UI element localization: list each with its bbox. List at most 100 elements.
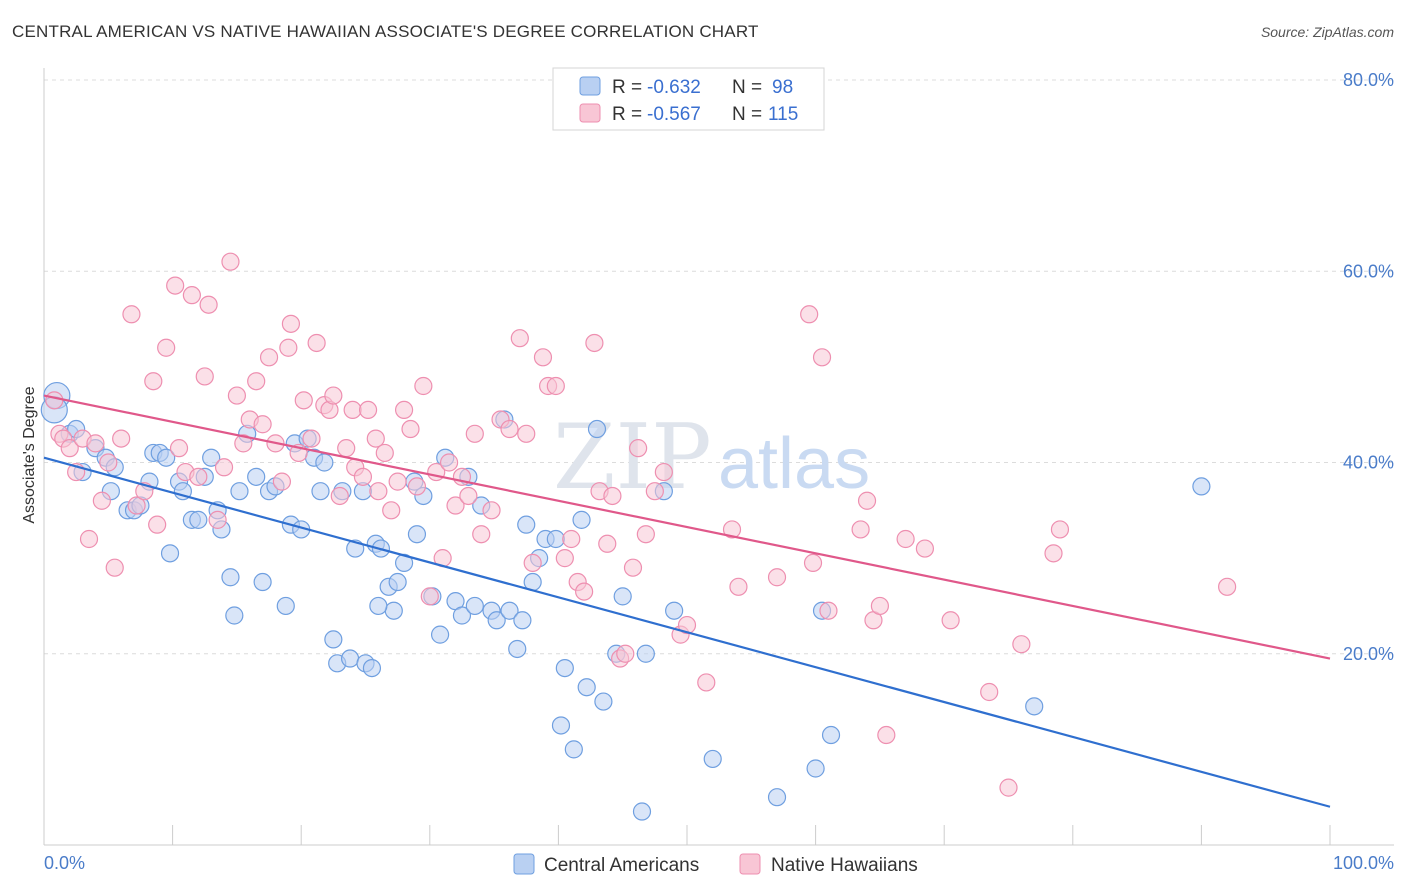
data-point	[315, 453, 334, 472]
points-layer	[40, 252, 1237, 821]
legend-n-label: N =	[732, 104, 762, 125]
data-point	[407, 477, 427, 496]
data-point	[598, 534, 617, 553]
data-point	[1218, 577, 1237, 596]
data-point	[388, 572, 407, 592]
data-point	[166, 276, 185, 295]
data-point	[230, 482, 249, 501]
data-point	[616, 644, 635, 663]
data-point	[366, 429, 385, 448]
data-point	[572, 510, 591, 529]
data-point	[465, 424, 484, 443]
series-native-hawaiians	[45, 252, 1237, 797]
data-point	[343, 400, 362, 420]
data-point	[703, 749, 722, 769]
data-point	[585, 333, 604, 353]
y-tick-label: 60.0%	[1343, 261, 1394, 281]
tick-labels: 20.0% 40.0% 60.0% 80.0% 0.0% 100.0%	[44, 70, 1394, 873]
series-label-central-americans: Central Americans	[544, 855, 699, 876]
data-point	[896, 529, 915, 549]
data-point	[517, 424, 536, 443]
data-point	[401, 419, 420, 439]
legend-swatch-central-americans	[579, 76, 601, 96]
series-swatch-native-hawaiians	[739, 853, 761, 875]
data-point	[144, 372, 163, 391]
trend-layer	[43, 394, 1331, 808]
data-point	[160, 544, 180, 563]
data-point	[508, 639, 527, 659]
data-point	[577, 678, 596, 697]
data-point	[551, 716, 571, 735]
data-point	[330, 486, 349, 506]
data-point	[276, 596, 295, 616]
data-point	[722, 520, 742, 539]
data-point	[452, 606, 472, 625]
data-point	[767, 568, 787, 587]
data-point	[189, 467, 208, 486]
data-point	[562, 529, 581, 549]
data-point	[202, 448, 221, 467]
data-point	[857, 491, 877, 510]
x-tick-label: 100.0%	[1333, 853, 1394, 873]
data-point	[420, 587, 439, 606]
data-point	[1025, 697, 1044, 716]
axes	[43, 68, 1394, 846]
data-point	[812, 348, 832, 367]
data-point	[654, 462, 673, 482]
data-point	[369, 482, 388, 501]
data-point	[281, 314, 301, 333]
data-point	[127, 496, 146, 515]
data-point	[677, 615, 697, 635]
data-point	[487, 611, 506, 630]
data-point	[587, 419, 607, 439]
data-point	[358, 400, 378, 420]
data-point	[247, 372, 266, 391]
y-tick-label: 20.0%	[1343, 644, 1394, 664]
data-point	[60, 439, 79, 458]
data-point	[613, 587, 632, 606]
data-point	[575, 582, 594, 601]
data-point	[645, 482, 664, 501]
y-tick-label: 80.0%	[1343, 70, 1394, 90]
data-point	[311, 482, 330, 501]
series-swatch-central-americans	[513, 853, 535, 875]
data-point	[1044, 544, 1063, 563]
data-point	[394, 400, 414, 420]
data-point	[564, 740, 583, 759]
data-point	[221, 252, 240, 271]
trend-line-central-americans	[43, 456, 1331, 808]
data-point	[45, 391, 64, 410]
data-point	[86, 434, 105, 453]
data-point	[555, 658, 574, 678]
data-point	[340, 649, 360, 668]
legend-n-value: 98	[772, 77, 793, 98]
y-axis-label: Associate's Degree	[21, 386, 38, 523]
data-point	[523, 553, 542, 573]
data-point	[105, 558, 124, 577]
data-point	[465, 596, 484, 616]
data-point	[513, 611, 532, 630]
trend-line-native-hawaiians	[43, 394, 1331, 660]
data-point	[517, 515, 536, 534]
data-point	[1192, 477, 1211, 496]
legend-r-value: -0.567	[647, 104, 701, 125]
data-point	[500, 419, 519, 439]
data-point	[407, 525, 427, 544]
data-point	[112, 429, 131, 448]
data-point	[384, 601, 403, 620]
series-central-americans	[40, 381, 1211, 821]
data-point	[92, 491, 111, 510]
data-point	[636, 525, 655, 544]
data-point	[1012, 635, 1031, 654]
data-point	[225, 606, 244, 625]
data-point	[362, 658, 382, 678]
data-point	[819, 601, 838, 620]
data-point	[234, 434, 253, 453]
data-point	[555, 549, 574, 568]
data-point	[195, 367, 214, 386]
legend-r-label: R =	[612, 77, 642, 98]
data-point	[870, 596, 890, 616]
data-point	[148, 515, 167, 534]
data-point	[324, 386, 343, 405]
